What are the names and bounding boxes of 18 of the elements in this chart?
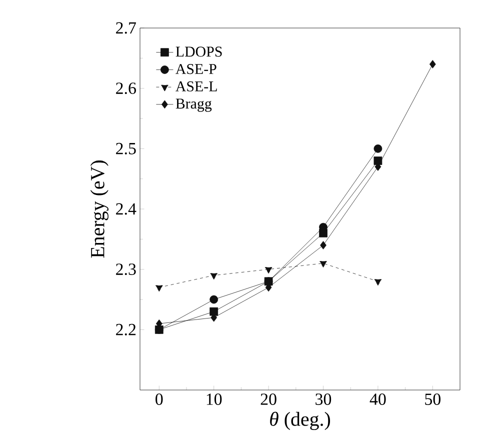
x-tick-label: 30 — [316, 394, 332, 405]
x-tick-label: 40 — [370, 394, 386, 405]
legend-label: ASE-L — [176, 81, 217, 92]
legend-label: ASE-P — [176, 64, 216, 74]
y-tick-label: 2.5 — [116, 142, 136, 154]
legend-label: LDOPS — [176, 46, 222, 57]
x-tick-label: 50 — [425, 394, 440, 405]
y-tick-label: 2.6 — [116, 82, 136, 94]
y-tick-label: 2.2 — [116, 324, 136, 336]
y-axis-title: Energy (eV) — [90, 160, 108, 258]
y-tick-label: 2.3 — [116, 264, 136, 276]
x-tick-label: 0 — [156, 394, 163, 405]
legend-label: Bragg — [176, 98, 212, 112]
x-tick-label: 20 — [260, 394, 276, 405]
y-tick-label: 2.4 — [116, 203, 136, 215]
x-tick-label: 10 — [206, 394, 222, 405]
x-axis-title: θ (deg.) — [270, 412, 330, 430]
y-tick-label: 2.7 — [116, 22, 136, 34]
